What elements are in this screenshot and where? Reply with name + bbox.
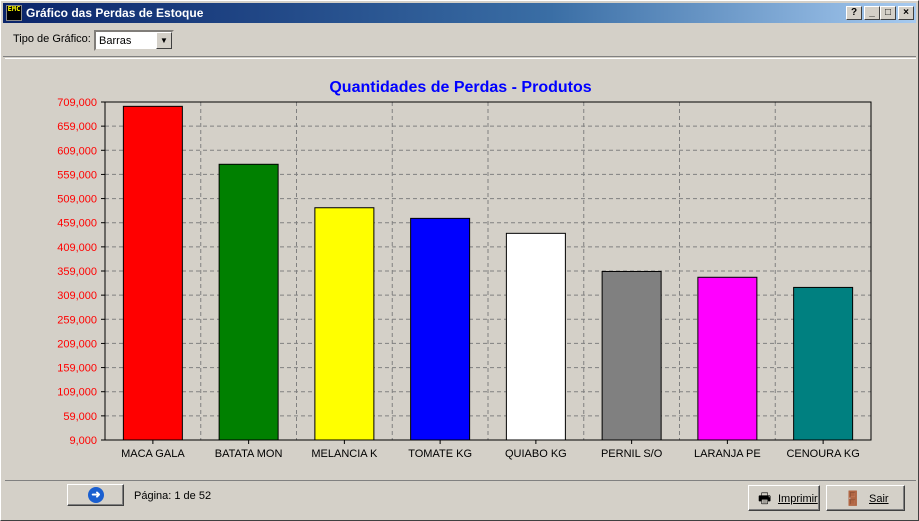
x-tick-label: QUIABO KG [505, 448, 567, 460]
exit-label: Sair [869, 493, 889, 505]
minimize-button[interactable]: _ [864, 6, 880, 20]
y-tick-label: 59,000 [63, 411, 97, 423]
chart-panel: Quantidades de Perdas - Produtos 9,000 59… [5, 58, 916, 481]
y-tick-label: 359,000 [57, 266, 97, 278]
y-tick-label: 659,000 [57, 121, 97, 133]
y-tick-label: 509,000 [57, 194, 97, 206]
y-tick-label: 709,000 [57, 97, 97, 109]
arrow-right-icon: ➜ [88, 487, 104, 503]
chevron-down-icon[interactable]: ▼ [156, 32, 172, 49]
footer: ➜ Página: 1 de 52 🖶 Imprimir 🚪 Sair [3, 482, 916, 519]
x-tick-label: MACA GALA [121, 448, 185, 460]
y-tick-label: 159,000 [57, 363, 97, 375]
page-indicator: Página: 1 de 52 [134, 490, 212, 502]
close-button[interactable]: × [898, 6, 914, 20]
print-button[interactable]: 🖶 Imprimir [748, 485, 820, 511]
x-tick-label: TOMATE KG [408, 448, 472, 460]
plot-frame [104, 101, 872, 441]
x-tick-label: BATATA MON [215, 448, 283, 460]
chart-type-value: Barras [99, 35, 132, 47]
y-tick-label: 459,000 [57, 218, 97, 230]
y-tick-label: 109,000 [57, 387, 97, 399]
y-tick-label: 609,000 [57, 145, 97, 157]
x-tick-label: MELANCIA K [311, 448, 378, 460]
x-tick-label: LARANJA PE [694, 448, 761, 460]
print-label: Imprimir [778, 493, 818, 505]
bar [601, 270, 662, 441]
toolbar: Tipo de Gráfico: Barras ▼ [3, 25, 916, 57]
bar [697, 276, 758, 441]
x-tick-label: CENOURA KG [786, 448, 859, 460]
y-tick-label: 409,000 [57, 242, 97, 254]
bar [314, 207, 375, 441]
y-tick-label: 559,000 [57, 169, 97, 181]
chart-title: Quantidades de Perdas - Produtos [329, 79, 592, 96]
chart-type-select[interactable]: Barras ▼ [94, 30, 174, 51]
bar [793, 286, 854, 441]
printer-icon: 🖶 [758, 490, 772, 506]
next-page-button[interactable]: ➜ [67, 484, 124, 506]
y-tick-label: 309,000 [57, 290, 97, 302]
door-icon: 🚪 [844, 490, 862, 506]
y-tick-label: 209,000 [57, 338, 97, 350]
bar [505, 232, 566, 441]
title-bar[interactable]: EMC Gráfico das Perdas de Estoque ? _ □ … [3, 3, 916, 23]
maximize-button[interactable]: □ [880, 6, 896, 20]
window-title: Gráfico das Perdas de Estoque [26, 6, 204, 20]
bar [218, 163, 279, 441]
chart-type-label: Tipo de Gráfico: [13, 33, 91, 45]
bar [410, 217, 471, 441]
app-icon: EMC [6, 5, 22, 21]
x-tick-label: PERNIL S/O [601, 448, 663, 460]
y-tick-label: 9,000 [69, 435, 97, 447]
exit-button[interactable]: 🚪 Sair [826, 485, 905, 511]
help-button[interactable]: ? [846, 6, 862, 20]
bar-chart: 9,000 59,000 109,000 159,000 209,000 259,000 3… [57, 97, 872, 460]
y-tick-label: 259,000 [57, 314, 97, 326]
bar [122, 105, 183, 441]
